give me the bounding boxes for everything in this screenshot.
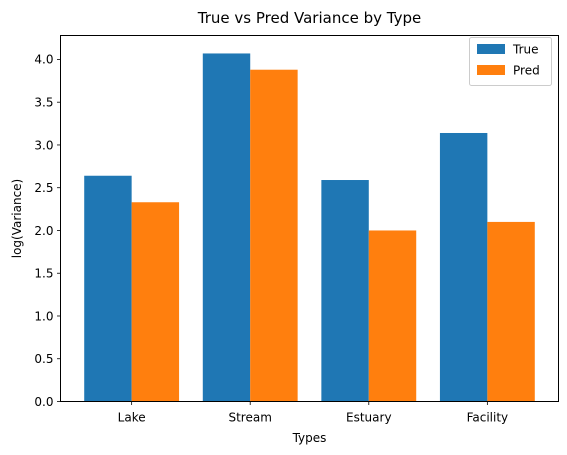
x-tick-label-facility: Facility [467, 411, 509, 425]
legend: True Pred [469, 37, 552, 86]
y-tick-label: 3.0 [34, 138, 53, 152]
x-tick-label-lake: Lake [118, 411, 146, 425]
y-tick-label: 3.5 [34, 96, 53, 110]
y-tick-label: 2.5 [34, 181, 53, 195]
y-tick-label: 4.0 [34, 53, 53, 67]
y-tick-label: 1.5 [34, 267, 53, 281]
plot-frame [60, 35, 559, 402]
bar-true-stream [202, 53, 251, 402]
bar-pred-estuary [368, 230, 417, 402]
x-tick-label-stream: Stream [228, 411, 271, 425]
legend-label-pred: Pred [513, 64, 540, 78]
chart-title: True vs Pred Variance by Type [197, 9, 421, 27]
x-tick-label-estuary: Estuary [346, 411, 392, 425]
bars-group [84, 53, 535, 402]
legend-label-true: True [512, 43, 539, 57]
y-axis: 0.0 0.5 1.0 1.5 2.0 2.5 3.0 3.5 4.0 [34, 53, 61, 409]
y-axis-label: log(Variance) [10, 179, 24, 259]
bar-true-lake [84, 175, 132, 402]
bar-pred-stream [250, 69, 298, 402]
bar-pred-facility [487, 221, 535, 402]
legend-swatch-true [477, 44, 505, 54]
y-tick-label: 1.0 [34, 309, 53, 323]
y-tick-label: 2.0 [34, 224, 53, 238]
x-axis-label: Types [292, 431, 327, 445]
y-tick-label: 0.0 [34, 395, 53, 409]
y-tick-label: 0.5 [34, 352, 53, 366]
bar-true-estuary [321, 180, 369, 402]
bar-true-facility [439, 132, 488, 402]
x-axis: Lake Stream Estuary Facility [118, 401, 509, 425]
bar-pred-lake [131, 202, 180, 402]
legend-swatch-pred [477, 65, 505, 75]
